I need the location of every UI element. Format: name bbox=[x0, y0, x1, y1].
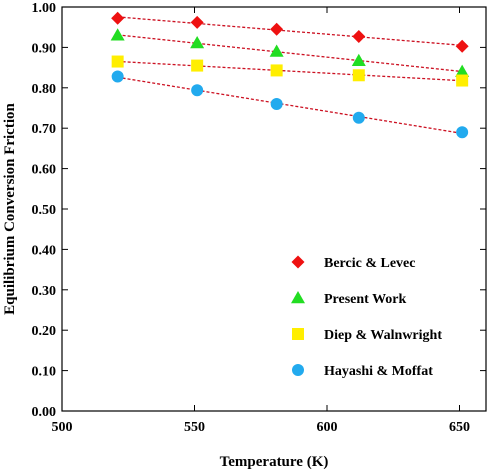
y-tick-label: 0.20 bbox=[32, 324, 57, 339]
data-point bbox=[191, 59, 204, 72]
trend-line bbox=[117, 60, 463, 82]
legend-label: Hayashi & Moffat bbox=[324, 364, 433, 379]
legend-marker bbox=[292, 328, 304, 340]
y-axis: 0.00 0.10 0.20 0.30 0.40 0.50 0.60 0.70 0.80 0.90… bbox=[32, 1, 486, 420]
y-tick-label: 0.90 bbox=[32, 41, 57, 56]
data-point bbox=[270, 64, 283, 77]
legend-marker bbox=[291, 291, 305, 304]
data-point bbox=[352, 29, 366, 43]
data-point bbox=[352, 111, 365, 124]
data-point bbox=[455, 39, 469, 53]
data-point bbox=[111, 70, 124, 83]
data-point bbox=[191, 84, 204, 97]
y-tick-label: 0.30 bbox=[32, 284, 57, 299]
series-circle bbox=[111, 70, 469, 139]
legend-label: Diep & Walnwright bbox=[324, 328, 442, 343]
y-tick-label: 0.40 bbox=[32, 243, 57, 258]
trend-line bbox=[117, 16, 463, 46]
legend-marker bbox=[291, 255, 305, 269]
y-tick-label: 0.70 bbox=[32, 122, 57, 137]
data-point bbox=[111, 55, 124, 68]
y-tick-label: 0.50 bbox=[32, 203, 57, 218]
legend-label: Present Work bbox=[324, 292, 407, 307]
data-point bbox=[456, 74, 469, 87]
y-tick-label: 0.80 bbox=[32, 82, 57, 97]
y-tick-label: 0.10 bbox=[32, 365, 57, 380]
series-layer bbox=[110, 11, 470, 139]
data-point bbox=[269, 44, 284, 57]
data-point bbox=[351, 53, 366, 66]
series-triangle bbox=[110, 28, 470, 77]
y-tick-label: 0.00 bbox=[32, 405, 57, 420]
y-tick-label: 1.00 bbox=[32, 1, 57, 16]
data-point bbox=[270, 22, 284, 36]
data-point bbox=[111, 11, 125, 25]
trend-line bbox=[117, 34, 463, 73]
data-point bbox=[456, 126, 469, 139]
legend-marker bbox=[292, 364, 304, 376]
data-point bbox=[190, 15, 204, 29]
series-diamond bbox=[111, 11, 469, 53]
legend-label: Bercic & Levec bbox=[324, 256, 415, 271]
x-axis-title: Temperature (K) bbox=[220, 454, 329, 470]
y-tick-label: 0.60 bbox=[32, 163, 57, 178]
y-axis-title: Equilibrium Conversion Friction bbox=[2, 103, 18, 315]
data-point bbox=[455, 64, 470, 77]
x-tick-label: 600 bbox=[317, 420, 338, 435]
x-axis: 500 550 600 650 bbox=[52, 7, 470, 435]
trend-line bbox=[117, 76, 463, 135]
x-tick-label: 650 bbox=[449, 420, 470, 435]
series-square bbox=[111, 55, 469, 87]
legend: Bercic & Levec Present Work Diep & Walnwri… bbox=[291, 255, 442, 379]
x-tick-label: 550 bbox=[184, 420, 205, 435]
x-tick-label: 500 bbox=[52, 420, 73, 435]
data-point bbox=[110, 28, 125, 41]
data-point bbox=[190, 35, 205, 49]
data-point bbox=[352, 69, 365, 82]
data-point bbox=[270, 97, 283, 110]
